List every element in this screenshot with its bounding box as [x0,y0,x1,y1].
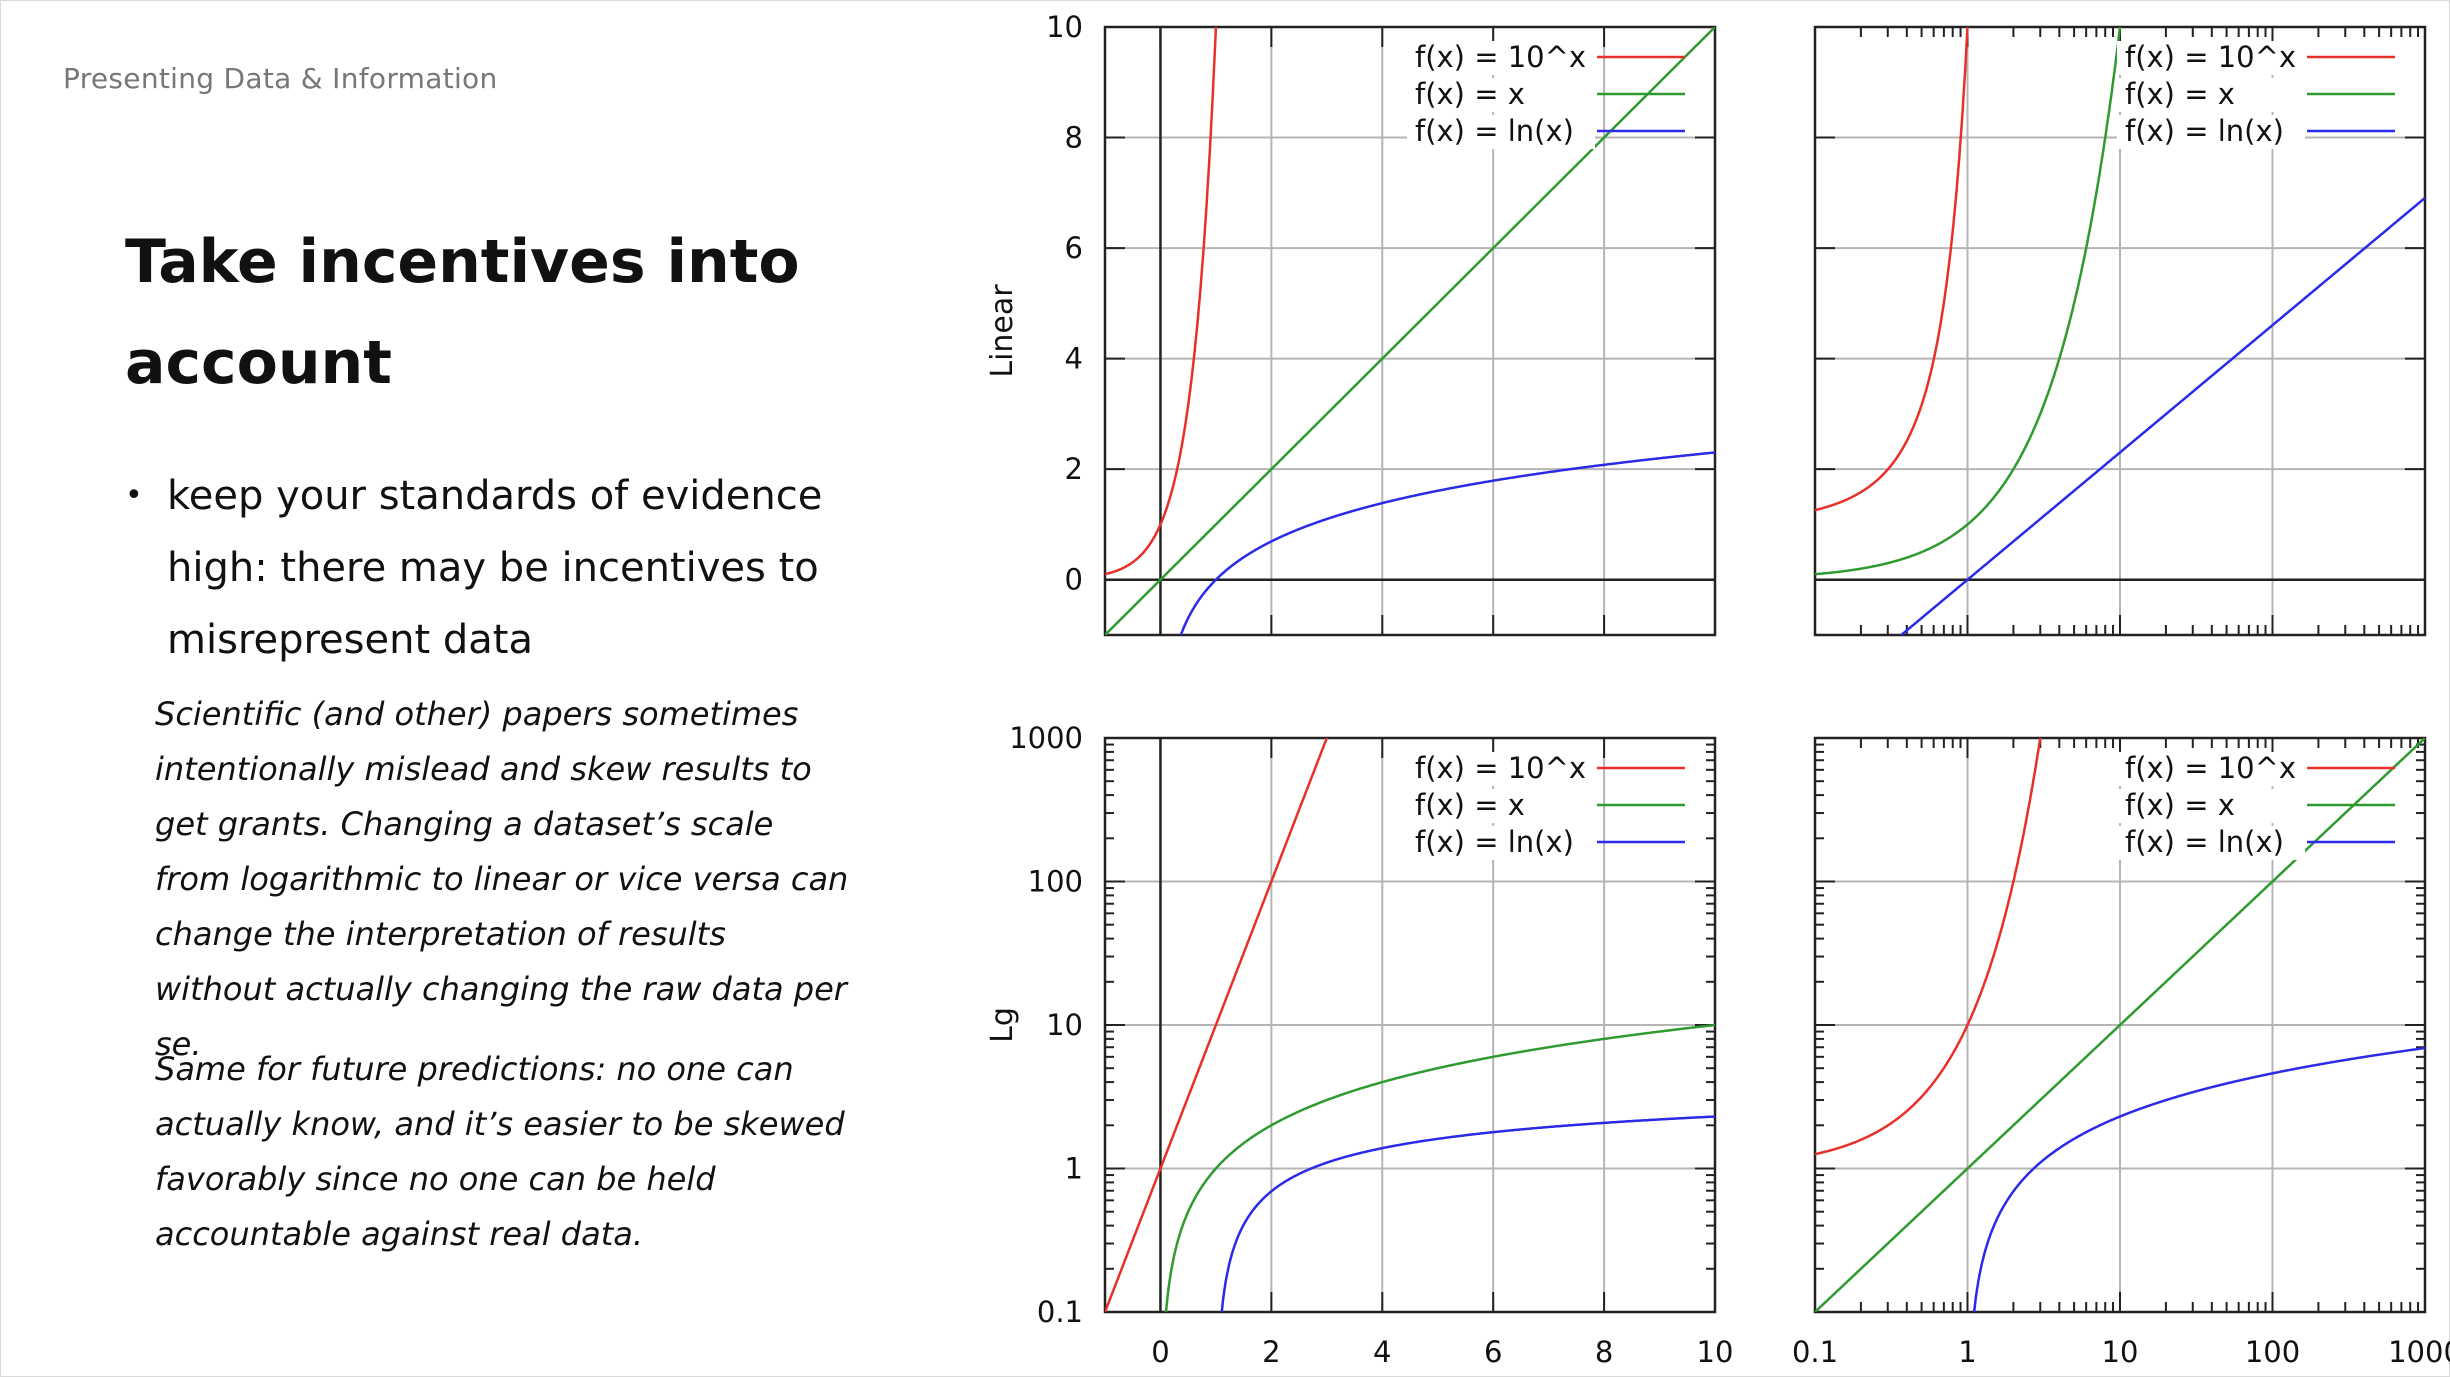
chart-panel-2: f(x) = 10^xf(x) = xf(x) = ln(x) [1813,25,2427,637]
x-tick-label: 1 [1958,1335,1976,1369]
legend-bg [1407,752,1595,786]
x-tick-label: 6 [1484,1335,1502,1369]
series-line-log [1899,196,2425,635]
legend-bg [2117,826,2305,860]
bullet-dot-icon: • [125,478,143,513]
explanation-paragraph-1: Scientific (and other) papers sometimes … [155,695,849,1063]
legend-bg [1407,41,1595,75]
series-line-exp [1105,738,1329,1312]
series-group [1815,27,2425,635]
legend-bg [1407,826,1595,860]
bullet-point: • keep your standards of evidence high: … [125,460,845,676]
chart-panel-1: 10 8 6 4 2 0 Linear f(x) = 10^xf(x) = xf(x) = l… [985,10,1717,637]
series-line-log [1179,451,1715,635]
legend-label: f(x) = 10^x [2125,40,2296,74]
x-tick-label: 8 [1595,1335,1613,1369]
y-axis-label: Lg [985,1007,1020,1043]
y-tick-label: 1 [1065,1152,1083,1186]
x-tick-label: 10 [1697,1335,1734,1369]
bullet-text: keep your standards of evidence high: th… [167,473,823,663]
series-group [1105,27,1715,635]
legend-label: f(x) = x [1415,788,1525,822]
y-tick-label: 6 [1065,231,1083,265]
y-tick-label: 8 [1065,121,1083,155]
y-tick-label: 100 [1028,865,1083,899]
series-line-lin [1164,1023,1715,1312]
legend-bg [2117,41,2305,75]
legend-label: f(x) = ln(x) [1415,114,1574,148]
x-tick-label: 2 [1262,1335,1280,1369]
series-line-exp [1815,27,1969,512]
x-tick-label: 100 [2245,1335,2300,1369]
chart-panel-4: 0.1 1 10 100 1000 f(x) = 10^xf(x) = xf(x) = l… [1792,736,2450,1369]
plot-frame [1103,25,1717,637]
legend-label: f(x) = x [2125,77,2235,111]
x-tick-label: 4 [1373,1335,1391,1369]
y-axis-label: Linear [985,284,1020,378]
x-tick-label: 1000 [2388,1335,2450,1369]
y-tick-label: 10 [1046,10,1083,44]
legend-bg [1407,789,1595,823]
legend-label: f(x) = ln(x) [1415,825,1574,859]
section-label: Presenting Data & Information [63,62,498,95]
y-tick-label: 0.1 [1037,1295,1083,1329]
x-tick-label: 10 [2102,1335,2139,1369]
y-tick-label: 4 [1065,342,1083,376]
legend-label: f(x) = 10^x [2125,751,2296,785]
legend-bg [1407,115,1595,149]
legend-bg [2117,78,2305,112]
legend-label: f(x) = ln(x) [2125,825,2284,859]
legend-label: f(x) = 10^x [1415,751,1586,785]
legend-bg [1407,78,1595,112]
legend-bg [2117,752,2305,786]
series-group [1105,738,1715,1312]
legend-bg [2117,115,2305,149]
series-line-log [1972,1046,2425,1312]
series-line-lin [1815,738,2425,1312]
y-tick-label: 10 [1046,1008,1083,1042]
series-line-exp [1815,738,2042,1156]
legend-label: f(x) = 10^x [1415,40,1586,74]
legend-bg [2117,789,2305,823]
series-line-lin [1815,27,2122,576]
y-tick-label: 2 [1065,452,1083,486]
series-line-lin [1105,27,1715,635]
legend-label: f(x) = x [2125,788,2235,822]
x-tick-label: 0.1 [1792,1335,1838,1369]
series-line-exp [1105,27,1218,576]
legend-label: f(x) = ln(x) [2125,114,2284,148]
series-group [1815,738,2425,1312]
y-tick-label: 1000 [1009,721,1083,755]
series-line-log [1220,1115,1715,1312]
slide-title: Take incentives into account [125,227,800,398]
legend-label: f(x) = x [1415,77,1525,111]
explanation-paragraph-2: Same for future predictions: no one can … [155,1050,845,1253]
x-tick-label: 0 [1151,1335,1169,1369]
y-tick-label: 0 [1065,563,1083,597]
